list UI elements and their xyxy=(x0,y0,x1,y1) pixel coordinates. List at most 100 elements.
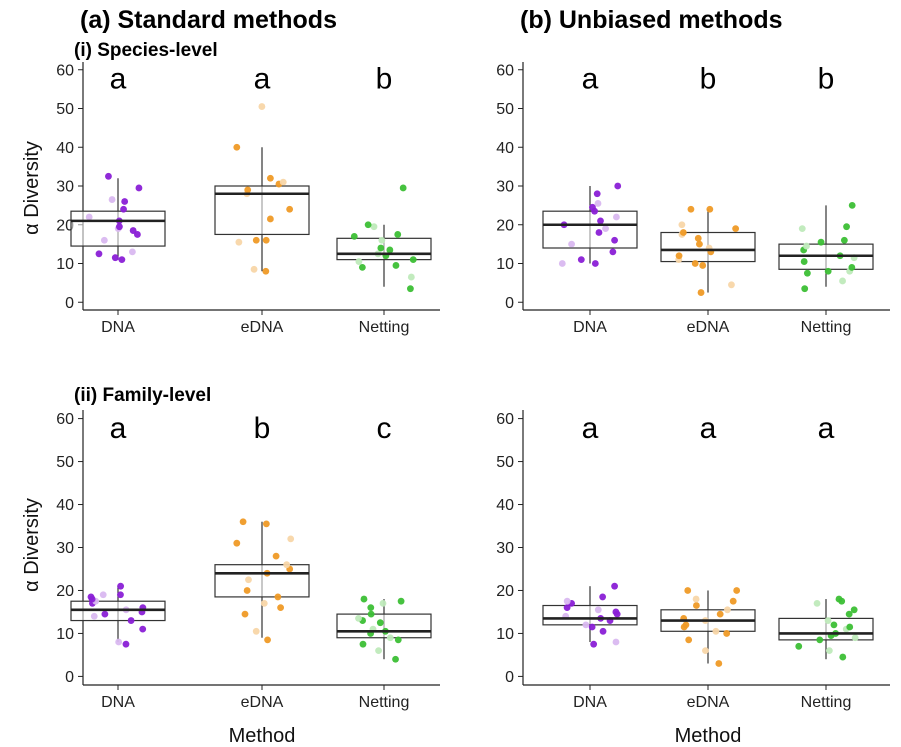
data-point-netting xyxy=(846,623,854,631)
y-tick-label: 50 xyxy=(56,454,74,471)
data-point-netting xyxy=(392,655,399,663)
significance-letter: a xyxy=(582,412,599,445)
data-point-dna xyxy=(591,260,599,267)
y-tick-label: 20 xyxy=(496,583,514,600)
data-point-edna xyxy=(679,229,687,236)
data-point-netting xyxy=(377,244,385,252)
y-axis-title-bottom: α Diversity xyxy=(21,498,43,592)
y-tick-label: 60 xyxy=(56,411,74,428)
data-point-netting xyxy=(795,642,803,650)
data-point-dna xyxy=(108,196,116,203)
data-point-netting xyxy=(359,640,367,648)
x-tick-label-edna: eDNA xyxy=(687,694,730,711)
data-point-edna xyxy=(706,205,714,213)
data-point-netting xyxy=(370,223,378,231)
data-point-netting xyxy=(355,614,362,622)
data-point-dna xyxy=(115,638,123,646)
y-tick-label: 10 xyxy=(496,256,514,273)
data-point-dna xyxy=(135,184,143,192)
data-point-dna xyxy=(127,617,135,624)
data-point-netting xyxy=(800,258,808,265)
y-tick-label: 30 xyxy=(56,179,74,196)
data-point-netting xyxy=(848,201,856,209)
data-point-edna xyxy=(250,265,258,273)
data-point-dna xyxy=(100,236,108,244)
data-point-netting xyxy=(840,236,848,244)
data-point-edna xyxy=(678,221,686,229)
y-tick-label: 0 xyxy=(505,295,514,312)
data-point-netting xyxy=(364,221,372,229)
data-point-edna xyxy=(283,561,291,569)
x-tick-label-dna: DNA xyxy=(101,319,135,336)
data-point-netting xyxy=(394,231,402,238)
data-point-dna xyxy=(602,225,609,233)
data-point-dna xyxy=(614,182,622,190)
data-point-edna xyxy=(266,215,274,223)
y-tick-label: 50 xyxy=(56,101,74,118)
y-tick-label: 20 xyxy=(56,217,74,234)
y-axis-title-top: α Diversity xyxy=(21,141,43,235)
data-point-netting xyxy=(803,242,810,250)
data-point-netting xyxy=(392,262,400,269)
data-point-netting xyxy=(813,599,821,607)
y-tick-label: 50 xyxy=(496,101,514,118)
data-point-edna xyxy=(685,636,693,644)
y-tick-label: 40 xyxy=(56,140,74,157)
data-point-edna xyxy=(274,593,282,601)
data-point-netting xyxy=(801,285,809,293)
y-tick-label: 10 xyxy=(56,256,74,273)
data-point-netting xyxy=(375,647,382,655)
significance-letter: b xyxy=(254,412,271,445)
data-point-edna xyxy=(724,606,731,614)
significance-letter: a xyxy=(254,63,271,96)
y-tick-label: 40 xyxy=(56,497,74,514)
data-point-edna xyxy=(699,262,707,269)
data-point-netting xyxy=(825,647,833,655)
data-point-edna xyxy=(728,281,735,289)
panels: 0 10 20 30 40 50 60 DNA a eDNA a Netting b 0 10 20 30 40 5… xyxy=(56,62,890,711)
data-point-dna xyxy=(87,593,95,601)
x-tick-label-dna: DNA xyxy=(573,694,607,711)
data-point-edna xyxy=(272,552,280,560)
data-point-dna xyxy=(111,254,119,262)
data-point-dna xyxy=(121,198,129,205)
data-point-dna xyxy=(588,623,596,631)
data-point-edna xyxy=(258,103,266,110)
data-point-dna xyxy=(577,256,585,264)
data-point-dna xyxy=(117,591,124,599)
data-point-netting xyxy=(397,597,405,605)
y-tick-label: 60 xyxy=(56,62,74,79)
data-point-dna xyxy=(99,591,107,599)
data-point-netting xyxy=(817,238,825,246)
row-title-family: (ii) Family-level xyxy=(74,385,211,406)
data-point-edna xyxy=(277,604,284,612)
panel-a-i: 0 10 20 30 40 50 60 DNA a eDNA a Netting b xyxy=(56,62,440,336)
data-point-edna xyxy=(692,595,700,603)
data-point-netting xyxy=(358,263,366,271)
row-title-species: (i) Species-level xyxy=(74,40,218,61)
data-point-netting xyxy=(409,256,417,264)
data-point-dna xyxy=(599,593,607,601)
data-point-netting xyxy=(360,595,368,603)
y-tick-label: 30 xyxy=(496,179,514,196)
y-tick-label: 50 xyxy=(496,454,514,471)
data-point-dna xyxy=(118,256,126,264)
data-point-edna xyxy=(266,174,274,182)
data-point-edna xyxy=(684,587,692,594)
data-point-netting xyxy=(839,653,847,661)
box-edna xyxy=(214,564,310,598)
data-point-netting xyxy=(835,595,843,603)
y-tick-label: 10 xyxy=(56,626,74,643)
data-point-edna xyxy=(286,205,294,213)
data-point-edna xyxy=(252,236,260,244)
significance-letter: a xyxy=(818,412,835,445)
data-point-dna xyxy=(599,627,607,635)
data-point-dna xyxy=(597,217,604,225)
data-point-edna xyxy=(262,236,270,244)
data-point-edna xyxy=(712,627,720,635)
y-tick-label: 30 xyxy=(496,540,514,557)
data-point-dna xyxy=(595,229,603,236)
y-tick-label: 0 xyxy=(65,295,74,312)
data-point-edna xyxy=(692,602,700,609)
